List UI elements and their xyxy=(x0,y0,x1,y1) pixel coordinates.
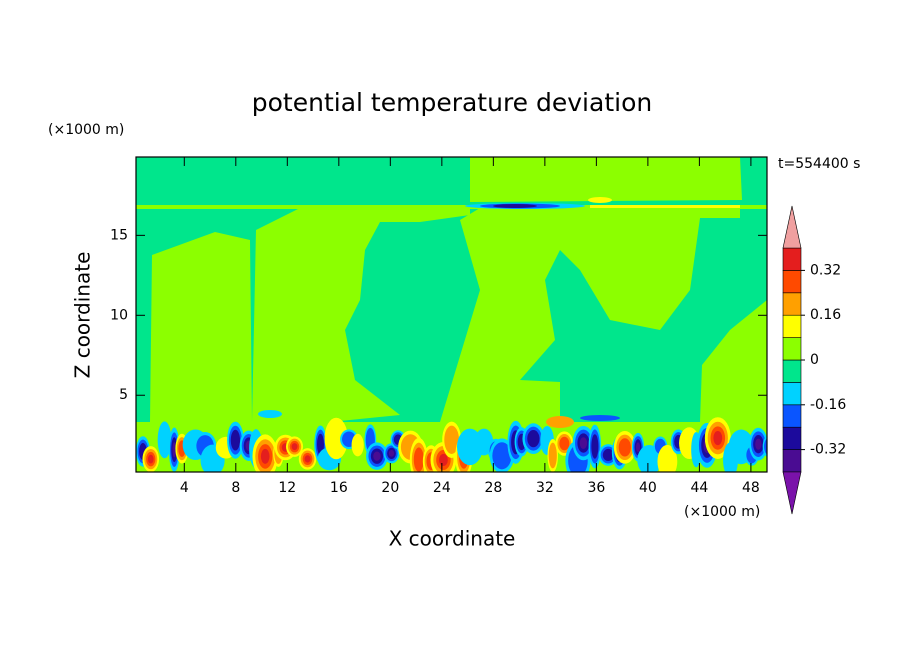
contour-region xyxy=(602,448,614,462)
colorbar-band xyxy=(782,359,802,383)
x-tick-label: 36 xyxy=(587,480,605,496)
contour-region xyxy=(755,438,762,450)
contour-region xyxy=(590,205,740,208)
plot-frame xyxy=(135,156,768,473)
x-tick-label: 16 xyxy=(330,480,348,496)
y-axis-title: Z coordinate xyxy=(71,252,95,379)
x-tick-label: 4 xyxy=(180,480,189,496)
x-tick-label: 20 xyxy=(381,480,399,496)
colorbar-band xyxy=(782,270,802,294)
y-tick-label: 15 xyxy=(110,227,128,243)
y-tick-label: 10 xyxy=(110,307,128,323)
contour-region xyxy=(700,300,767,422)
contour-region xyxy=(635,442,641,453)
contour-region xyxy=(157,421,172,459)
chart-title: potential temperature deviation xyxy=(252,88,652,117)
contour-region xyxy=(559,436,570,451)
contour-region xyxy=(413,447,424,472)
contour-region xyxy=(150,232,252,422)
contour-region xyxy=(351,433,364,457)
contour-region xyxy=(316,433,324,455)
x-tick-label: 44 xyxy=(690,480,708,496)
contour-region xyxy=(470,157,742,202)
contour-region xyxy=(230,429,241,451)
colorbar-band xyxy=(782,314,802,338)
y-unit: (×1000 m) xyxy=(48,122,124,138)
contour-region xyxy=(147,454,154,464)
contour-region xyxy=(618,438,631,457)
x-tick-label: 48 xyxy=(742,480,760,496)
x-tick-label: 8 xyxy=(231,480,240,496)
colorbar-tick-label: 0.32 xyxy=(810,262,841,278)
x-tick-label: 12 xyxy=(278,480,296,496)
contour-region xyxy=(588,197,612,203)
contour-region xyxy=(291,443,298,451)
x-axis-title: X coordinate xyxy=(389,527,516,551)
contour-region xyxy=(258,410,282,418)
colorbar-band xyxy=(782,382,802,406)
contour-region xyxy=(304,455,311,463)
contour-region xyxy=(527,430,540,448)
colorbar-over xyxy=(782,205,802,249)
time-label: t=554400 s xyxy=(778,156,860,172)
contour-region xyxy=(764,438,767,455)
contour-region xyxy=(657,444,678,472)
x-tick-label: 28 xyxy=(484,480,502,496)
colorbar-tick-label: 0 xyxy=(810,352,819,368)
x-tick-label: 24 xyxy=(433,480,451,496)
colorbar-under xyxy=(782,471,802,515)
colorbar-band xyxy=(782,449,802,473)
contour-region xyxy=(493,204,537,208)
x-unit: (×1000 m) xyxy=(684,504,760,520)
x-tick-label: 40 xyxy=(639,480,657,496)
contour-region xyxy=(136,205,767,209)
contour-region xyxy=(444,425,460,454)
colorbar-band xyxy=(782,404,802,428)
colorbar-tick-label: -0.32 xyxy=(810,442,846,458)
contour-region xyxy=(440,208,740,422)
contour-region xyxy=(548,442,557,469)
contour-region xyxy=(439,453,448,467)
contour-region xyxy=(252,208,470,422)
contour-region xyxy=(260,448,270,464)
contour-region xyxy=(492,442,512,470)
colorbar-band xyxy=(782,426,802,450)
colorbar-band xyxy=(782,292,802,316)
contour-region xyxy=(172,442,177,458)
contour-region xyxy=(580,415,620,421)
colorbar-tick-label: 0.16 xyxy=(810,307,841,323)
y-tick-label: 5 xyxy=(119,387,128,403)
x-tick-label: 32 xyxy=(536,480,554,496)
colorbar-band xyxy=(782,337,802,361)
contour-region xyxy=(713,430,723,446)
contour-region xyxy=(591,434,599,459)
contour-region xyxy=(324,417,348,460)
colorbar-band xyxy=(782,247,802,271)
field xyxy=(136,157,767,472)
contour-region xyxy=(388,449,395,457)
contour-region xyxy=(373,451,381,461)
contour-region xyxy=(579,437,588,449)
contour-region xyxy=(546,416,574,428)
colorbar-tick-label: -0.16 xyxy=(810,397,846,413)
